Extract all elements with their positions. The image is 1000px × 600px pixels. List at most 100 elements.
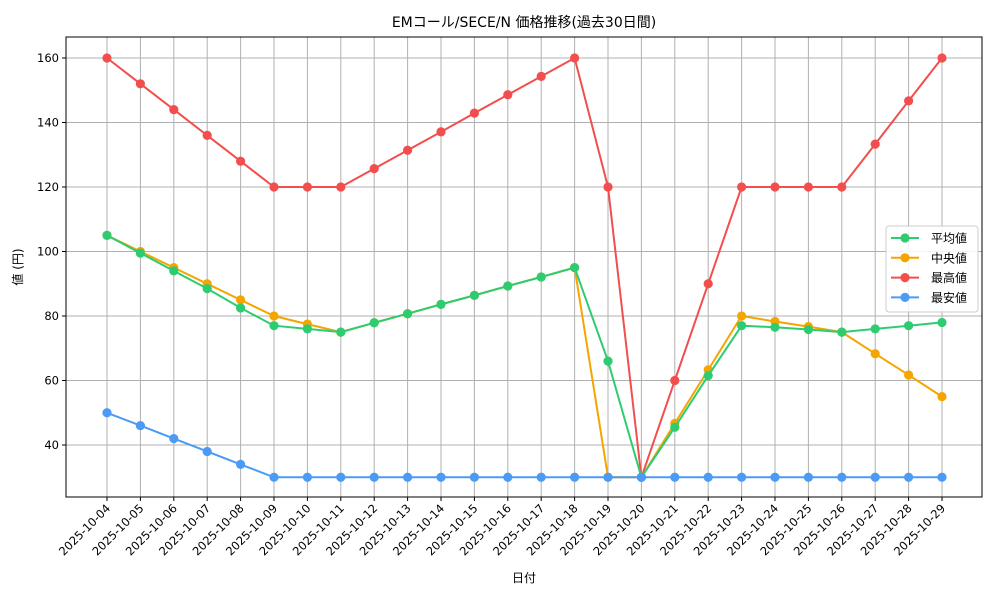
series-1 (102, 230, 947, 482)
y-tick-label: 100 (37, 245, 59, 259)
data-point (169, 105, 179, 115)
data-point (536, 472, 546, 482)
data-point (570, 263, 580, 273)
data-point (837, 327, 847, 337)
grid-lines (66, 37, 982, 497)
data-point (636, 472, 647, 482)
y-tick-label: 160 (37, 51, 59, 65)
data-point (302, 324, 312, 334)
series-0 (102, 230, 947, 482)
data-point (102, 230, 112, 240)
data-point (937, 392, 947, 402)
data-point (904, 472, 914, 482)
data-point (302, 472, 312, 482)
data-point (436, 299, 446, 309)
data-point (870, 349, 880, 359)
data-point (369, 472, 379, 482)
data-point (135, 421, 145, 431)
legend-box (885, 225, 979, 313)
series-line (106, 56, 943, 478)
data-point (336, 327, 346, 337)
data-point (737, 472, 747, 482)
legend-marker-icon (900, 273, 910, 283)
data-point (737, 311, 747, 321)
data-point (403, 472, 413, 482)
data-point (236, 295, 246, 305)
data-point (670, 422, 680, 432)
legend-label: 中央値 (931, 250, 967, 265)
data-point (202, 130, 212, 140)
data-point (937, 317, 947, 328)
y-tick-label: 120 (37, 180, 59, 194)
legend-label: 最安値 (931, 290, 967, 305)
data-point (102, 53, 112, 63)
data-point (302, 182, 312, 192)
data-point (269, 321, 279, 331)
legend-label: 平均値 (931, 231, 967, 246)
data-point (770, 182, 780, 192)
plot-area-frame (65, 36, 983, 498)
data-point (135, 248, 145, 258)
data-point (202, 446, 212, 457)
y-tick-label: 80 (44, 309, 59, 323)
data-point (770, 322, 780, 332)
data-point (269, 472, 279, 482)
data-point (369, 318, 379, 328)
x-axis-label: 日付 (512, 571, 536, 585)
data-point (169, 266, 179, 276)
data-point (837, 472, 847, 482)
data-point (436, 127, 446, 137)
data-point (102, 408, 112, 418)
data-point (336, 472, 346, 482)
y-axis: 40 60 80 100 120 140 160 (37, 51, 66, 452)
series-3 (102, 408, 947, 482)
legend-item: 平均値 (891, 231, 967, 246)
data-point (670, 375, 680, 386)
data-point (737, 182, 747, 192)
data-point (269, 311, 279, 321)
data-point (403, 309, 413, 319)
data-point (904, 370, 914, 380)
data-point (670, 472, 680, 482)
data-point (469, 472, 479, 482)
data-point (870, 472, 880, 482)
data-point (169, 433, 179, 444)
y-tick-label: 40 (44, 438, 59, 452)
y-tick-label: 60 (44, 374, 59, 388)
chart-title: EMコール/SECE/N 価格推移(過去30日間) (392, 15, 656, 31)
data-point (703, 279, 713, 289)
data-point (469, 290, 479, 300)
data-point (570, 53, 580, 63)
data-point (570, 472, 580, 482)
series-2 (102, 53, 947, 482)
data-point (269, 182, 279, 192)
data-point (703, 371, 713, 381)
data-point (803, 472, 814, 482)
data-point (336, 182, 346, 192)
data-point (803, 182, 814, 192)
data-point (469, 108, 479, 118)
data-point (236, 303, 246, 313)
data-point (135, 79, 145, 89)
data-point (603, 356, 613, 366)
data-point (837, 182, 847, 192)
data-point (870, 139, 880, 149)
data-point (904, 96, 914, 106)
data-point (703, 472, 713, 482)
data-point (603, 182, 613, 192)
series-line (106, 234, 943, 480)
legend-item: 最高値 (891, 270, 967, 285)
data-point (937, 472, 947, 482)
legend-marker-icon (900, 233, 910, 243)
data-point (369, 164, 379, 174)
series-line (106, 411, 942, 479)
data-point (536, 272, 546, 282)
data-point (202, 283, 212, 294)
data-point (603, 472, 613, 482)
x-axis: 2025-10-042025-10-052025-10-062025-10-07… (56, 497, 948, 558)
legend-label: 最高値 (931, 270, 967, 285)
data-point (503, 281, 513, 291)
data-point (236, 156, 246, 166)
